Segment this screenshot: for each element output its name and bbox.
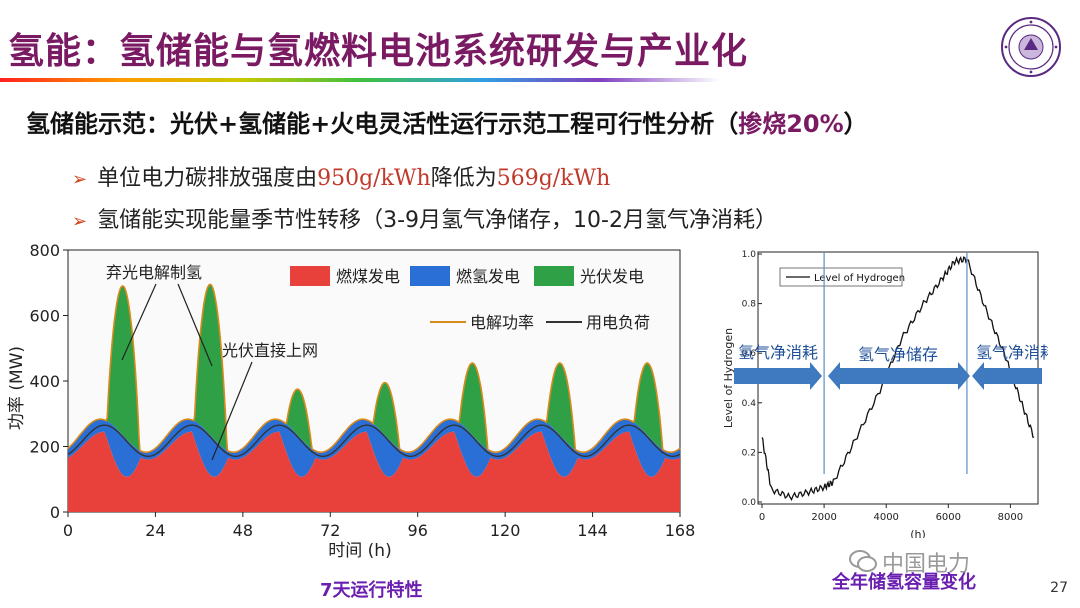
area-pv: [68, 284, 680, 453]
slide-title: 氢能：氢储能与氢燃料电池系统研发与产业化: [8, 31, 749, 72]
section-subtitle: 氢储能示范：光伏+氢储能+火电灵活性运行示范工程可行性分析（掺烧20%）: [26, 104, 868, 139]
phase-arrow-consume: [734, 362, 822, 390]
x-tick-label: 72: [320, 521, 340, 540]
left-chart-xlabel: 时间 (h): [328, 541, 391, 561]
x-tick-label: 0: [63, 521, 73, 540]
left-chart-axes: 0 24 48 72 96 120 144 168 0 200 400 600 800: [29, 241, 695, 540]
phase-label-store: 氢气净储存: [858, 345, 938, 364]
bullet-1-prefix: 单位电力碳排放强度由: [97, 166, 318, 191]
left-chart-ylabel: 功率 (MW): [7, 346, 27, 430]
x-tick-label: 48: [233, 521, 253, 540]
bullet-carbon-intensity: ➢ 单位电力碳排放强度由950g/kWh降低为569g/kWh: [72, 160, 610, 192]
area-layers: [67, 283, 681, 512]
right-legend-box: [779, 267, 903, 287]
phase-label-consume: 氢气净消耗: [738, 343, 818, 362]
legend-label-pv: 光伏发电: [580, 267, 644, 286]
watermark-text: 中国电力: [882, 552, 971, 577]
y-tick-label: 0.0: [742, 498, 757, 508]
subtitle-end: ）: [843, 110, 868, 138]
bullet-1-value-before: 950g/kWh: [317, 166, 431, 191]
subtitle-main: 氢储能示范：光伏+氢储能+火电灵活性运行示范工程可行性分析（: [26, 110, 739, 138]
hydrogen-level-series: [761, 255, 1035, 502]
legend-swatch-coal: [290, 266, 330, 286]
y-tick-label: 0: [50, 503, 60, 522]
y-tick-label: 0.2: [742, 448, 756, 458]
x-tick-label: 2000: [811, 512, 836, 523]
phase-arrow-store: [828, 362, 970, 390]
title-underline: [0, 78, 720, 82]
x-tick-label: 24: [145, 521, 165, 540]
x-tick-label: 6000: [936, 512, 961, 523]
bullet-1-mid: 降低为: [430, 166, 497, 191]
bullet-seasonal-transfer: ➢ 氢储能实现能量季节性转移（3-9月氢气净储存，10-2月氢气净消耗）: [72, 202, 777, 234]
wechat-icon: [849, 550, 877, 572]
arrow-bullet-icon: ➢: [72, 211, 88, 232]
y-tick-label: 1.0: [742, 250, 757, 260]
y-tick-label: 800: [29, 241, 60, 260]
line-load: [67, 424, 681, 457]
y-tick-label: 0.4: [742, 399, 757, 409]
phase-label-consume: 氢气净消耗: [976, 343, 1048, 362]
annotation-curtailed-electrolysis: 弃光电解制氢: [106, 263, 202, 282]
right-chart-xlabel: (h): [910, 528, 926, 538]
y-tick-label: 200: [29, 438, 60, 457]
x-tick-label: 144: [577, 521, 608, 540]
phase-arrow-consume: [972, 362, 1042, 390]
y-tick-label: 600: [29, 307, 60, 326]
x-tick-label: 8000: [998, 512, 1023, 523]
annotation-leader-line: [177, 283, 213, 367]
legend-label-load: 用电负荷: [586, 313, 650, 332]
annotation-pv-direct-grid: 光伏直接上网: [222, 341, 318, 360]
x-tick-label: 120: [490, 521, 521, 540]
seven-day-operation-chart: 0 24 48 72 96 120 144 168 0 200 400 600 800 燃煤发电 燃氢发…: [7, 241, 695, 561]
left-chart-caption: 7天运行特性: [320, 580, 423, 601]
annotation-leader-line: [121, 283, 157, 361]
legend-swatch-hydrogen: [410, 266, 450, 286]
bullet-2-text: 氢储能实现能量季节性转移（3-9月氢气净储存，10-2月氢气净消耗）: [97, 208, 777, 233]
x-tick-label: 4000: [873, 512, 898, 523]
bullet-1-value-after: 569g/kWh: [496, 166, 611, 191]
annual-hydrogen-level-chart: 0 2000 4000 6000 8000 0.0 0.2 0.4 0.6 0.8 1.0 Leve…: [722, 250, 1048, 538]
right-legend-label: Level of Hydrogen: [814, 273, 905, 284]
x-tick-label: 96: [408, 521, 428, 540]
right-chart-axes: 0 2000 4000 6000 8000 0.0 0.2 0.4 0.6 0.8 1.0: [742, 250, 1023, 523]
arrow-bullet-icon: ➢: [72, 169, 88, 190]
area-coal: [68, 431, 680, 512]
y-tick-label: 400: [29, 372, 60, 391]
x-tick-label: 168: [665, 521, 696, 540]
annotation-leader-line: [211, 361, 253, 461]
legend-label-coal: 燃煤发电: [336, 267, 400, 286]
legend-label-hydrogen: 燃氢发电: [456, 267, 520, 286]
line-electrolysis: [67, 283, 681, 453]
page-number: 27: [1050, 580, 1068, 596]
legend-label-electrolysis: 电解功率: [470, 313, 534, 332]
y-tick-label: 0.8: [742, 300, 757, 310]
y-tick-label: 0.6: [742, 349, 757, 359]
x-tick-label: 0: [759, 512, 765, 523]
right-chart-ylabel: Level of Hydrogen: [722, 328, 735, 428]
subtitle-highlight: 掺烧20%: [738, 110, 844, 138]
right-chart-caption: 全年储氢容量变化: [832, 572, 976, 593]
university-seal-logo: [1001, 17, 1061, 77]
legend-swatch-pv: [534, 266, 574, 286]
